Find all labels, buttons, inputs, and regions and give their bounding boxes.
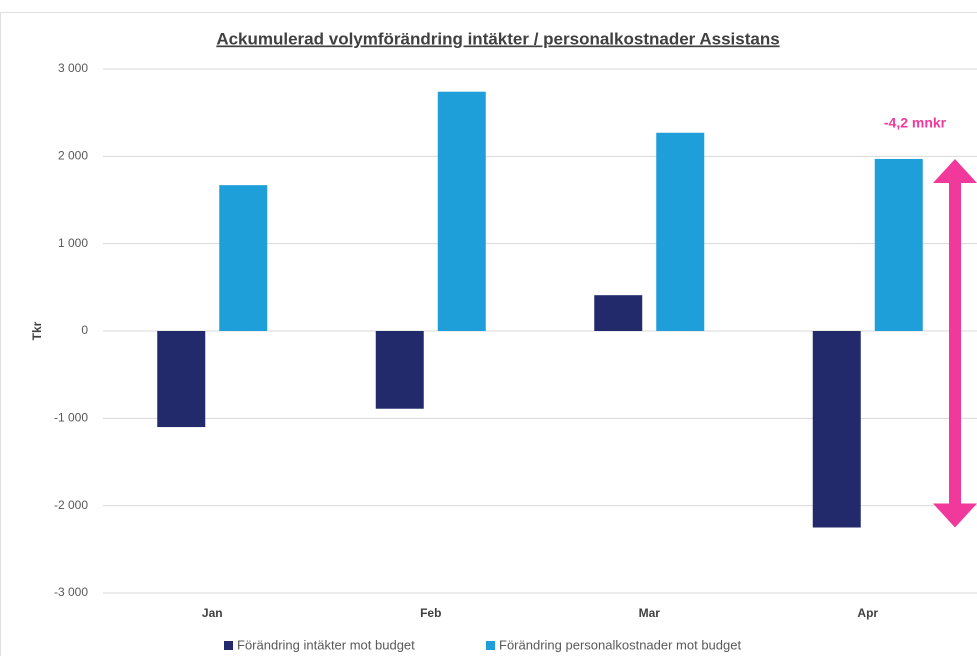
- annotation-text: -4,2 mnkr: [884, 115, 947, 131]
- bar: [437, 91, 486, 331]
- bar: [812, 331, 861, 528]
- bar: [874, 158, 923, 331]
- legend-label: Förändring intäkter mot budget: [237, 637, 415, 652]
- x-tick-label: Mar: [639, 606, 661, 620]
- legend-label: Förändring personalkostnader mot budget: [499, 637, 741, 652]
- x-tick-label: Feb: [420, 606, 441, 620]
- y-tick-label: 1 000: [58, 236, 88, 250]
- y-axis-label: Tkr: [30, 321, 44, 340]
- bar: [219, 185, 268, 331]
- x-tick-label: Jan: [202, 606, 223, 620]
- y-tick-label: 2 000: [58, 149, 88, 163]
- y-tick-label: -1 000: [54, 411, 88, 425]
- y-tick-label: 0: [81, 323, 88, 337]
- chart-frame: [0, 12, 977, 656]
- y-tick-label: 3 000: [58, 61, 88, 75]
- legend-swatch: [224, 641, 233, 650]
- annotation-arrow: [933, 158, 977, 528]
- legend-swatch: [486, 641, 495, 650]
- bar: [656, 132, 705, 331]
- y-tick-label: -2 000: [54, 498, 88, 512]
- bar: [375, 331, 424, 409]
- x-tick-label: Apr: [857, 606, 878, 620]
- chart-title: Ackumulerad volymförändring intäkter / p…: [216, 29, 779, 48]
- bar: [157, 331, 206, 428]
- bar: [594, 295, 643, 331]
- y-tick-label: -3 000: [54, 585, 88, 599]
